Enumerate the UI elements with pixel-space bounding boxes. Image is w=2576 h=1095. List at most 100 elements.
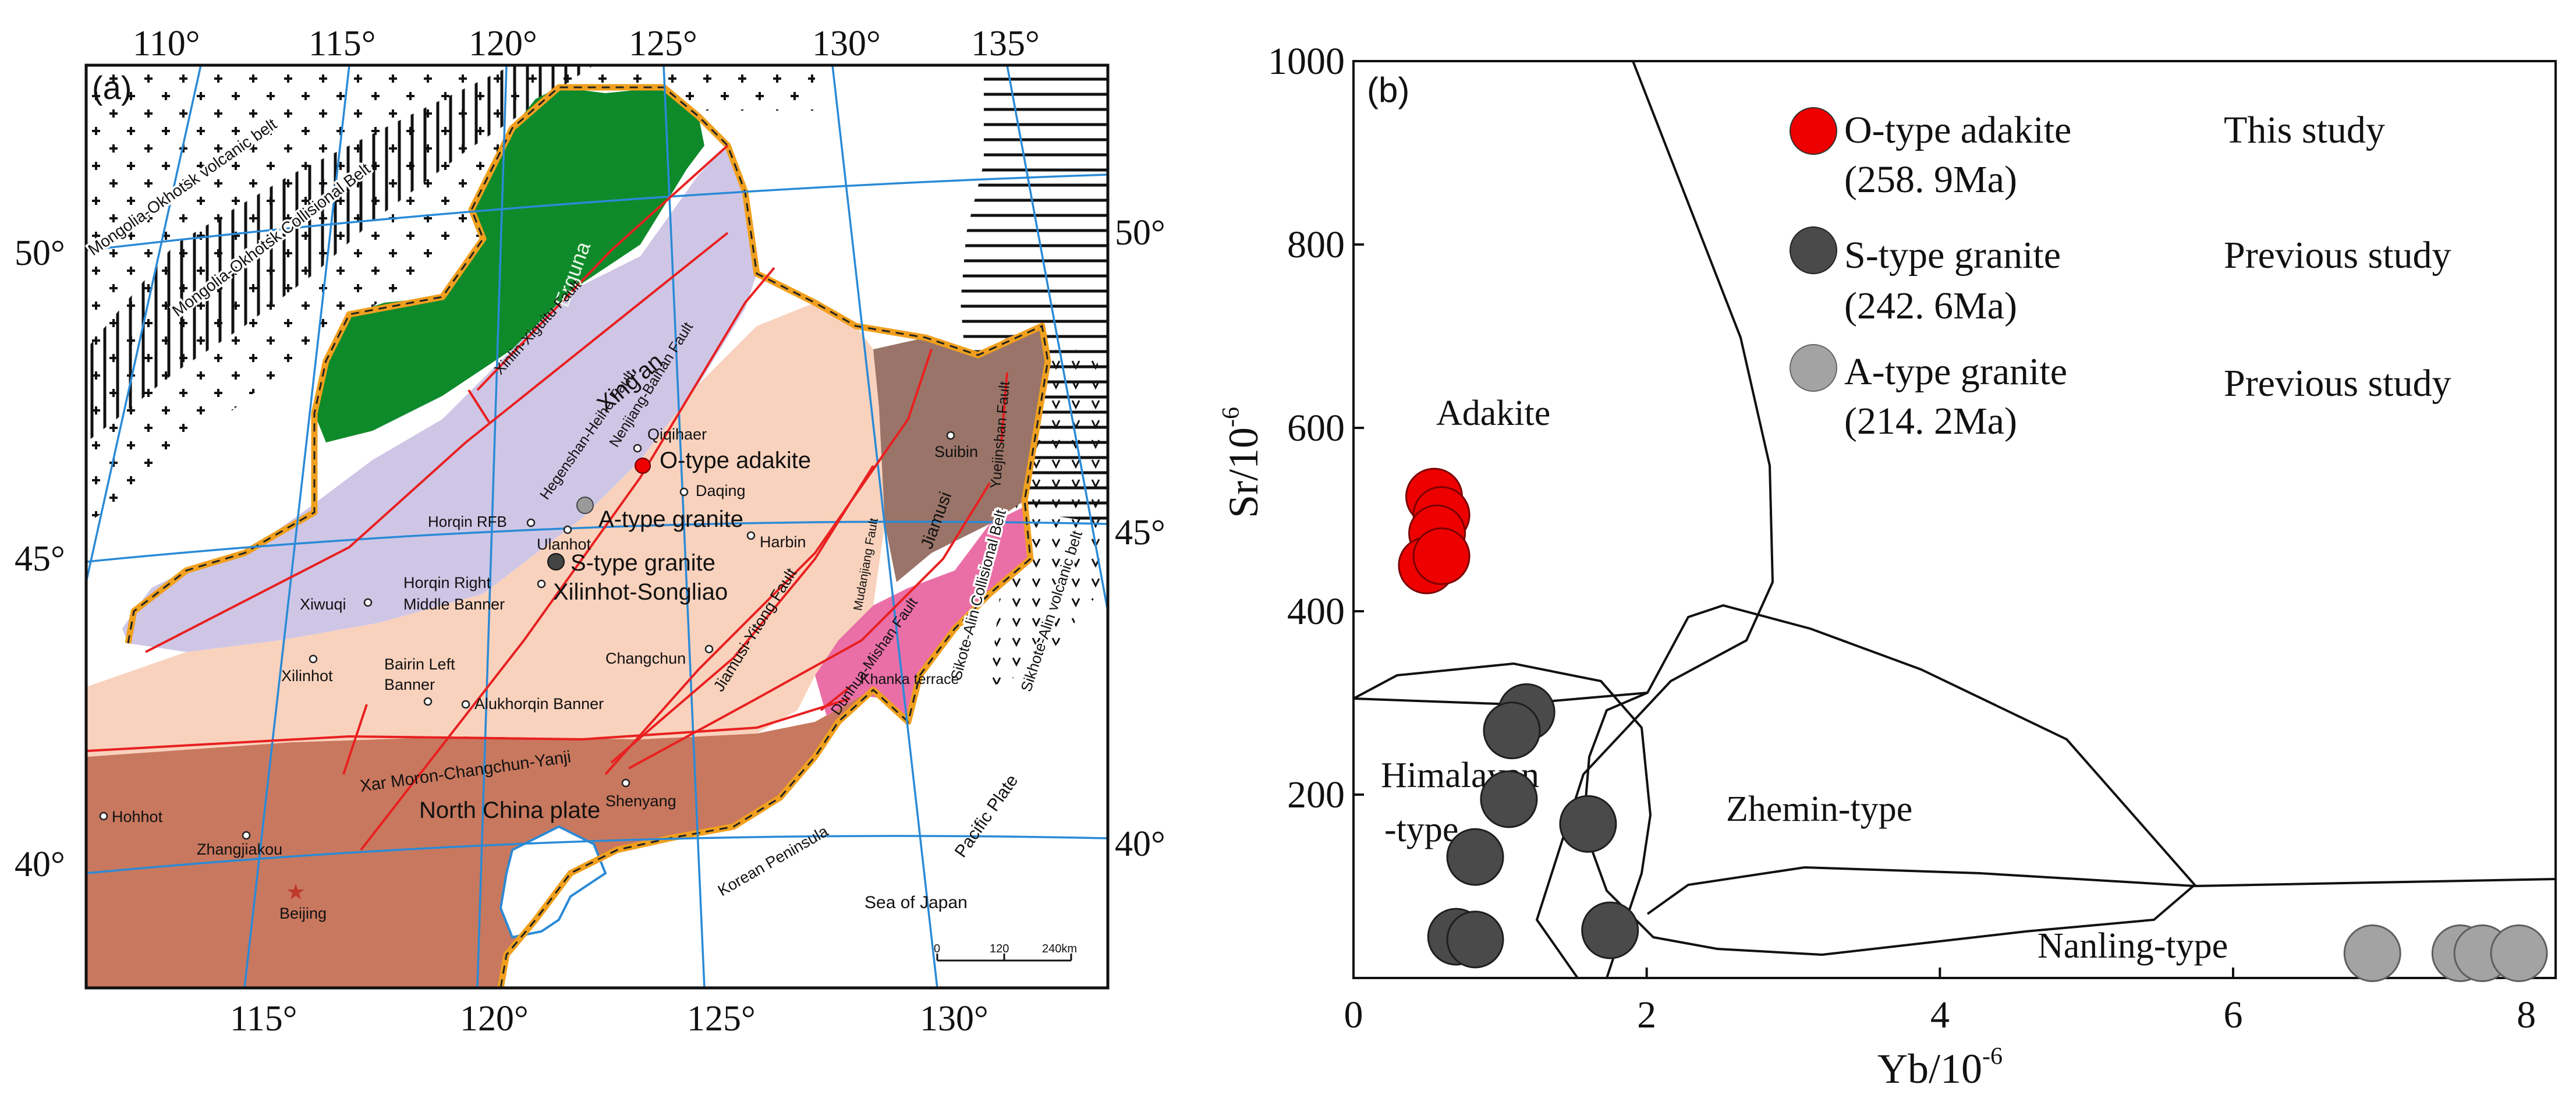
lon-top-125: 125° [629,24,697,63]
city-dot-xiwuqi [363,598,373,607]
fault-hegenshan [145,232,729,653]
legend-a-type-source: Previous study [2224,362,2451,405]
region-adakite: Adakite [1436,394,1550,433]
legend-s-type-source: Previous study [2224,234,2451,277]
city-dot-horqin-rfb [526,518,536,527]
scale-mid: 120 [990,942,1009,955]
north-china-plate [86,690,873,988]
sa-volcanic-belt [990,349,1108,687]
y-axis-title: Sr/10-6 [1218,407,1267,518]
erguna-block [314,87,704,442]
lon-top-115: 115° [309,24,376,63]
y-tick-label: 400 [1287,590,1345,633]
lat-right-40: 40° [1115,824,1165,864]
bohai-sea [499,825,607,939]
label-horqin-rfb: Horqin RFB [428,513,507,530]
x-axis-title-sup: -6 [1982,1043,2003,1070]
panel-b-chart: (b) Adakite Himalayan -type Zhemin-type … [1218,40,2557,1092]
boundary-adakite [1535,61,1774,978]
point-s-type-granite [1483,701,1541,760]
point-s-type-granite [1581,901,1639,959]
lon-bottom-labels: 115° 120° 125° 130° [230,999,988,1039]
x-tick-label: 0 [1344,994,1363,1036]
lat-labels: 50° 45° 40° 50° 45° 40° [15,213,1165,884]
lon-top-135: 135° [971,24,1040,63]
xingan-block [122,146,757,652]
point-s-type-granite [1559,795,1617,853]
lon-bottom-120: 120° [460,999,529,1039]
fault-jiamusi-yitong [610,465,874,764]
city-dots [99,431,955,840]
city-labels: Qiqihaer Daqing Harbin Ulanhot Suibin Ho… [112,426,978,922]
xilinhot-songliao-block [86,303,885,757]
fault-mudanjiang [604,349,933,775]
city-zhangjiakou: Zhangjiakou [197,841,282,858]
city-horqin-right-1: Horqin Right [403,574,491,591]
lon-top-110: 110° [133,24,200,63]
legend-marker-o-type [1790,107,1837,155]
city-dot-hohhot [99,811,108,821]
city-alukhorqin: Alukhorqin Banner [474,695,604,713]
khanka-terrace [815,506,1030,722]
city-harbin: Harbin [760,533,806,551]
panel-a-map: (a) 110° 115° 120° 125° 130° 135° 115° 1… [15,24,1165,1039]
label-s-type: S-type granite [571,550,715,576]
data-points [1398,467,2548,982]
city-horqin-right-2: Middle Banner [403,596,505,613]
marker-s-type [547,553,565,570]
label-north-china: North China plate [419,798,600,823]
y-tick-label: 1000 [1268,40,1345,83]
city-dot-changchun [704,644,714,654]
label-sea-of-japan: Sea of Japan [864,893,968,912]
scale-end: 240km [1042,942,1077,955]
lon-top-130: 130° [812,24,881,63]
faults [86,144,1008,851]
fault-xinlin [476,144,729,391]
fault-dunhua [628,482,991,770]
city-hohhot: Hohhot [112,808,163,825]
city-shenyang: Shenyang [605,792,676,810]
x-axis: 0 2 4 6 8 [1344,968,2536,1036]
city-ulanhot: Ulanhot [537,536,591,553]
y-axis-title-text: Sr/10 [1220,427,1267,518]
lon-bottom-115: 115° [230,999,297,1039]
city-xiwuqi: Xiwuqi [300,596,346,613]
city-beijing: Beijing [279,905,327,922]
plot-frame [1352,60,2557,979]
city-dot-horqin-right [537,579,546,589]
x-tick-label: 8 [2517,994,2536,1036]
city-dot-ulanhot [563,525,572,534]
city-bairin-1: Bairin Left [384,655,455,673]
lon-bottom-125: 125° [687,999,756,1039]
boundary-nanling [1646,866,2556,915]
lat-right-45: 45° [1115,513,1165,552]
mo-collisional-belt [86,65,594,442]
legend-a-type-name: A-type granite [1844,350,2067,393]
city-dot-xilinhot [309,654,318,664]
lat-left-40: 40° [15,845,65,884]
legend-o-type-source: This study [2224,109,2385,151]
x-tick-label: 6 [2223,994,2242,1036]
city-dot-daqing [679,487,689,497]
point-a-type-granite [2343,924,2401,982]
point-s-type-granite [1446,828,1504,886]
legend-o-type-name: O-type adakite [1844,109,2071,151]
graticule [86,65,1108,988]
point-s-type-granite [1446,910,1504,969]
city-dot-harbin [746,531,756,540]
beijing-star-icon: ★ [286,880,306,905]
legend-marker-a-type [1790,344,1837,392]
x-tick-label: 2 [1637,994,1656,1036]
point-o-type-adakite [1412,527,1471,585]
legend-o-type-age: (258. 9Ma) [1844,158,2017,201]
lat-left-50: 50° [15,233,65,273]
city-suibin: Suibin [934,443,978,460]
city-qiqihaer: Qiqihaer [647,426,707,443]
marker-o-type [635,458,651,474]
y-tick-label: 600 [1287,407,1345,449]
legend-s-type-name: S-type granite [1844,234,2061,277]
scale-zero: 0 [934,942,940,955]
y-tick-label: 200 [1287,774,1345,816]
x-tick-label: 4 [1930,994,1950,1036]
